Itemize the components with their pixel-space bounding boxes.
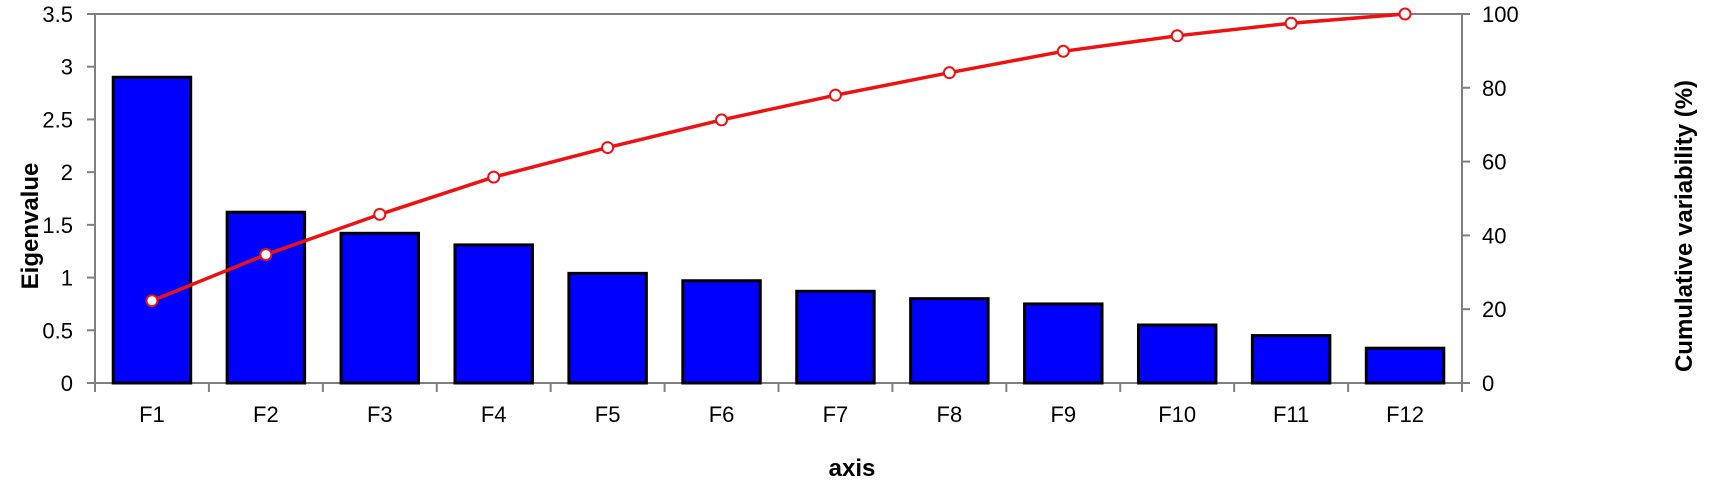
eigenvalue-bars xyxy=(111,75,1446,385)
left-tick-label: 0 xyxy=(61,371,73,396)
x-tick-label: F5 xyxy=(595,402,621,427)
left-tick-label: 0.5 xyxy=(42,318,73,343)
right-tick-label: 20 xyxy=(1482,297,1506,322)
cumulative-variability-line xyxy=(151,12,1406,303)
right-axis-ticks: 0 20 40 60 80 100 xyxy=(1462,2,1519,396)
cumulative-point-f1 xyxy=(145,294,159,308)
x-axis-ticks: F1 F2 F3 F4 F5 F6 F7 F8 F9 F10 F11 F12 xyxy=(94,383,1463,427)
cumulative-point-f3 xyxy=(373,207,387,221)
x-tick-label: F8 xyxy=(937,402,963,427)
cumulative-point-f12 xyxy=(1398,7,1412,21)
left-tick-label: 1.5 xyxy=(42,213,73,238)
eigenvalue-bar-f7 xyxy=(795,289,876,385)
x-tick-label: F11 xyxy=(1273,402,1309,427)
cumulative-point-f9 xyxy=(1056,44,1070,58)
eigenvalue-bar-f1 xyxy=(111,75,193,385)
right-tick-label: 100 xyxy=(1482,2,1519,27)
cumulative-point-f2 xyxy=(259,248,273,262)
x-tick-label: F7 xyxy=(823,402,849,427)
eigenvalue-bar-f8 xyxy=(909,297,990,385)
right-tick-label: 40 xyxy=(1482,223,1506,248)
left-tick-label: 3 xyxy=(61,55,73,80)
y-axis-title: Eigenvalue xyxy=(17,163,44,290)
x-tick-label: F9 xyxy=(1050,402,1076,427)
left-tick-label: 2.5 xyxy=(42,107,73,132)
eigenvalue-bar-f6 xyxy=(681,279,762,385)
eigenvalue-bar-f4 xyxy=(453,243,534,385)
y2-axis-title: Cumulative variability (%) xyxy=(1671,80,1698,372)
x-tick-label: F12 xyxy=(1386,402,1424,427)
cumulative-point-f8 xyxy=(942,66,956,80)
eigenvalue-bar-f11 xyxy=(1250,334,1332,385)
x-tick-label: F3 xyxy=(367,402,393,427)
eigenvalue-bar-f5 xyxy=(567,271,648,385)
cumulative-point-f11 xyxy=(1284,16,1298,30)
cumulative-point-f10 xyxy=(1170,29,1184,43)
x-tick-label: F1 xyxy=(139,402,165,427)
eigenvalue-bar-f12 xyxy=(1364,346,1446,385)
eigenvalue-bar-f2 xyxy=(225,210,307,385)
left-tick-label: 2 xyxy=(61,160,73,185)
cumulative-point-f5 xyxy=(601,141,615,155)
x-tick-label: F10 xyxy=(1158,402,1196,427)
right-tick-label: 0 xyxy=(1482,371,1494,396)
left-tick-label: 3.5 xyxy=(42,2,73,27)
cumulative-point-f7 xyxy=(828,88,842,102)
cumulative-variability-line-layer xyxy=(145,7,1412,308)
eigenvalue-bar-f10 xyxy=(1136,323,1218,385)
left-axis-ticks: 0 0.5 1 1.5 2 2.5 3 3.5 xyxy=(42,2,95,396)
eigenvalue-bar-f3 xyxy=(339,231,421,385)
right-tick-label: 80 xyxy=(1482,76,1506,101)
cumulative-point-f4 xyxy=(487,170,501,184)
x-tick-label: F4 xyxy=(481,402,507,427)
left-tick-label: 1 xyxy=(61,266,73,291)
cumulative-point-f6 xyxy=(715,113,729,127)
x-axis-title: axis xyxy=(829,455,876,482)
eigenvalue-bar-f9 xyxy=(1023,302,1104,385)
right-tick-label: 60 xyxy=(1482,150,1506,175)
x-tick-label: F6 xyxy=(709,402,735,427)
x-tick-label: F2 xyxy=(253,402,279,427)
